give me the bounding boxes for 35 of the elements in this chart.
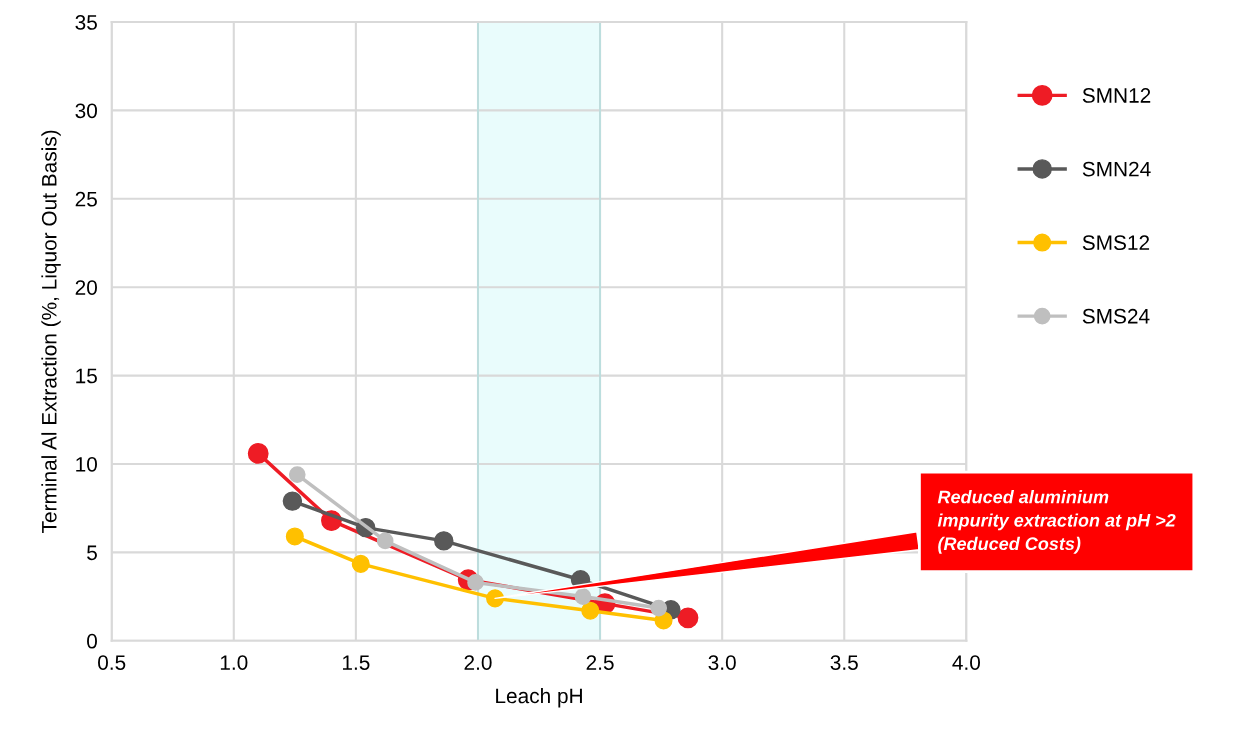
point	[247, 442, 269, 464]
legend-label: SMN24	[1082, 161, 1151, 177]
legend-label: SMS12	[1082, 235, 1150, 251]
x-axis-title: Leach pH	[496, 687, 582, 708]
legend-label: SMN12	[1082, 88, 1151, 103]
x-tick-label: 2.0	[464, 655, 492, 670]
x-tick-label: 1.5	[342, 655, 370, 670]
point	[282, 491, 303, 511]
x-tick-label: 2.5	[586, 655, 614, 670]
y-tick-label: 35	[75, 15, 97, 30]
y-tick-label: 25	[75, 191, 97, 207]
point	[288, 466, 306, 483]
x-tick-label: 1.0	[220, 655, 248, 670]
x-tick-label: 3.0	[708, 655, 736, 670]
y-tick-label: 20	[75, 280, 97, 295]
point	[351, 554, 370, 573]
point	[581, 601, 600, 620]
y-tick-label: 0	[87, 633, 97, 649]
x-tick-label: 0.5	[98, 655, 126, 670]
point	[376, 532, 394, 550]
point	[434, 531, 454, 551]
x-tick-label: 4.0	[952, 655, 981, 670]
point	[650, 599, 668, 617]
y-tick-label: 10	[76, 456, 97, 472]
y-tick-label: 5	[87, 545, 97, 561]
y-tick-label: 30	[75, 103, 97, 119]
x-tick-label: 3.5	[830, 655, 858, 670]
legend-label: SMS24	[1082, 308, 1150, 324]
point	[574, 588, 592, 605]
annotation: Reduced aluminium impurity extraction at pH >2 (Reduced Costs)	[937, 490, 1176, 554]
y-tick-label: 15	[76, 368, 97, 384]
point	[285, 527, 304, 546]
y-axis-title: Terminal Al Extraction (%, Liquor Out Basis)	[41, 130, 61, 533]
point	[486, 589, 505, 608]
point	[677, 607, 699, 629]
